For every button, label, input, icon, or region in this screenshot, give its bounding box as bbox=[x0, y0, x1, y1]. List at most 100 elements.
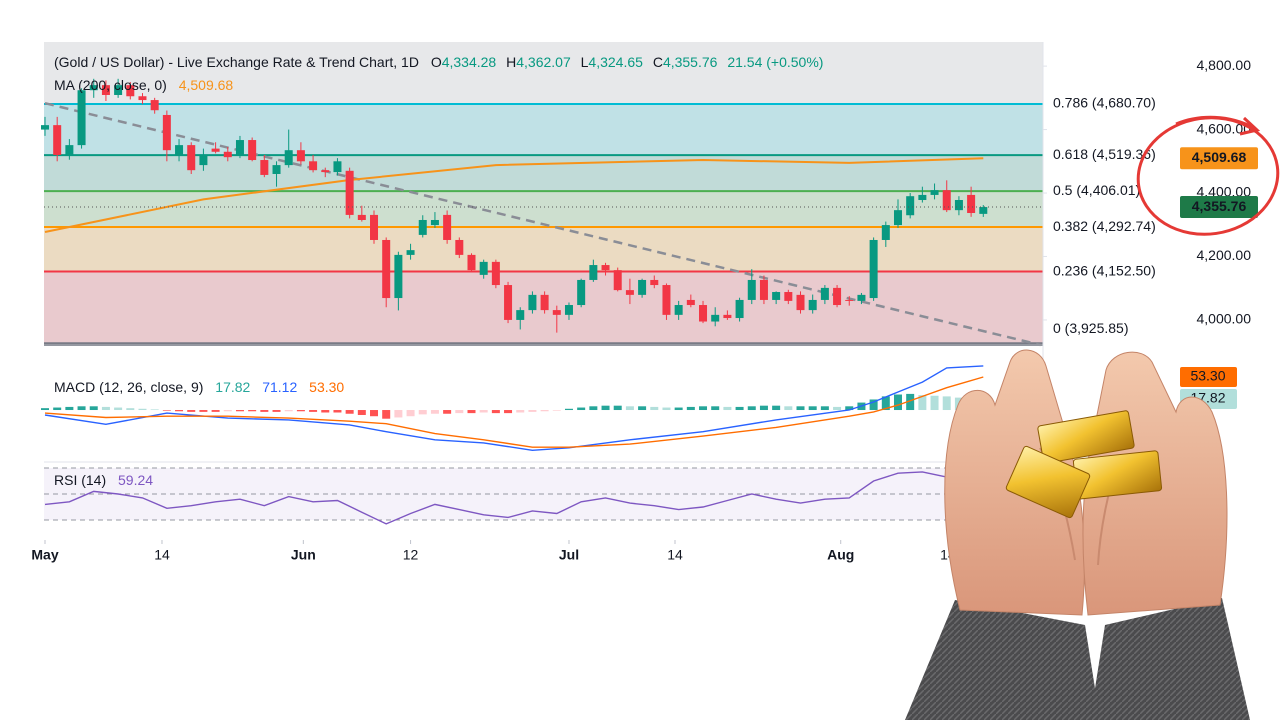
candle-body bbox=[345, 170, 354, 215]
candle-body bbox=[613, 270, 622, 291]
macd-histogram-bar bbox=[942, 396, 951, 411]
ma-legend: MA (200, close, 0) 4,509.68 bbox=[54, 77, 233, 93]
candle-body bbox=[893, 210, 902, 226]
candle-body bbox=[65, 145, 74, 155]
macd-histogram-bar bbox=[382, 410, 391, 419]
macd-histogram-bar bbox=[564, 408, 573, 411]
price-tag-label: 4,355.76 bbox=[1192, 198, 1247, 214]
macd-histogram-bar bbox=[796, 406, 805, 411]
macd-histogram-bar bbox=[235, 410, 244, 412]
macd-histogram-bar bbox=[467, 410, 476, 414]
price-tag bbox=[1180, 147, 1258, 170]
macd-histogram-bar bbox=[772, 405, 781, 411]
candle-body bbox=[601, 265, 610, 271]
macd-histogram-bar bbox=[394, 410, 403, 418]
candle-body bbox=[577, 279, 586, 306]
macd-histogram-bar bbox=[747, 406, 756, 411]
candle-body bbox=[41, 125, 49, 130]
macd-histogram-bar bbox=[674, 407, 683, 411]
macd-histogram-bar bbox=[845, 406, 854, 411]
x-tick-label: May bbox=[31, 547, 58, 563]
macd-histogram-bar bbox=[248, 410, 257, 412]
x-tick-label: Jul bbox=[559, 547, 579, 563]
rsi-line bbox=[44, 471, 984, 525]
macd-histogram-bar bbox=[711, 406, 720, 411]
fib-label: 0.786 (4,680.70) bbox=[1053, 95, 1156, 111]
candle-body bbox=[686, 299, 695, 306]
macd-histogram-bar bbox=[820, 406, 829, 411]
candle-body bbox=[881, 225, 890, 240]
ohlc-key: O bbox=[431, 54, 442, 70]
macd-histogram-bar bbox=[869, 399, 878, 411]
candle-body bbox=[430, 219, 439, 226]
candle-body bbox=[175, 145, 184, 155]
fib-label: 0.618 (4,519.36) bbox=[1053, 146, 1156, 162]
macd-line bbox=[44, 365, 984, 452]
macd-histogram-bar bbox=[406, 410, 415, 417]
macd-value: 17.82 bbox=[215, 379, 250, 395]
candle-body bbox=[930, 190, 939, 195]
macd-histogram-bar bbox=[552, 410, 561, 411]
candle-body bbox=[723, 314, 732, 319]
macd-histogram-bar bbox=[260, 410, 269, 412]
x-tick-label: Jun bbox=[291, 547, 316, 563]
candle-body bbox=[89, 85, 98, 91]
candle-body bbox=[479, 261, 488, 275]
macd-histogram-bar bbox=[357, 410, 366, 415]
macd-histogram-bar bbox=[625, 406, 634, 411]
macd-histogram-bar bbox=[443, 410, 452, 414]
macd-histogram-bar bbox=[370, 410, 379, 417]
fib-label: 0.236 (4,152.50) bbox=[1053, 262, 1156, 278]
candle-body bbox=[260, 160, 269, 175]
macd-histogram-bar bbox=[881, 396, 890, 411]
macd-histogram-bar bbox=[662, 407, 671, 411]
candle-body bbox=[162, 114, 171, 151]
macd-histogram-bar bbox=[906, 393, 915, 411]
chart-title: (Gold / US Dollar) - Live Exchange Rate … bbox=[54, 54, 419, 70]
macd-histogram-bar bbox=[577, 407, 586, 411]
x-tick-label: 12 bbox=[403, 547, 419, 563]
macd-histogram-bar bbox=[918, 395, 927, 411]
ma-label: MA (200, close, 0) bbox=[54, 77, 167, 93]
candle-body bbox=[187, 145, 196, 171]
candle-body bbox=[138, 96, 147, 101]
macd-histogram-bar bbox=[199, 410, 208, 412]
candle-body bbox=[638, 279, 647, 295]
macd-histogram-bar bbox=[138, 408, 147, 411]
candle-body bbox=[589, 265, 598, 280]
candle-body bbox=[942, 190, 951, 211]
macd-histogram-bar bbox=[77, 406, 86, 411]
macd-histogram-bar bbox=[175, 410, 184, 412]
candle-body bbox=[650, 279, 659, 286]
moving-average bbox=[44, 157, 984, 233]
macd-histogram-bar bbox=[650, 406, 659, 411]
trendline bbox=[44, 101, 1041, 347]
ohlc-value: 4,334.28 bbox=[442, 54, 497, 70]
left-sleeve bbox=[905, 600, 1100, 720]
macd-histogram-bar bbox=[613, 405, 622, 411]
candle-body bbox=[979, 207, 988, 214]
rsi-value: 59.24 bbox=[118, 472, 153, 488]
candle-body bbox=[528, 294, 537, 311]
gold-bar bbox=[1037, 410, 1135, 464]
macd-histogram-bar bbox=[187, 410, 196, 412]
candle-body bbox=[504, 285, 513, 320]
candle-body bbox=[150, 100, 159, 111]
hands-photo bbox=[905, 349, 1250, 720]
header: (Gold / US Dollar) - Live Exchange Rate … bbox=[54, 54, 823, 70]
candle-body bbox=[418, 219, 427, 235]
macd-legend: MACD (12, 26, close, 9) 17.82 71.12 53.3… bbox=[54, 379, 344, 395]
candle-body bbox=[540, 294, 549, 311]
candle-body bbox=[357, 214, 366, 220]
macd-histogram-bar bbox=[53, 407, 62, 411]
candle-body bbox=[394, 254, 403, 299]
macd-histogram-bar bbox=[930, 395, 939, 411]
candle-body bbox=[967, 194, 976, 214]
candle-body bbox=[455, 239, 464, 255]
candle-body bbox=[808, 299, 817, 311]
candle-body bbox=[747, 279, 756, 300]
fib-label: 0 (3,925.85) bbox=[1053, 320, 1129, 336]
macd-histogram-bar bbox=[759, 405, 768, 411]
macd-histogram-bar bbox=[126, 408, 135, 411]
